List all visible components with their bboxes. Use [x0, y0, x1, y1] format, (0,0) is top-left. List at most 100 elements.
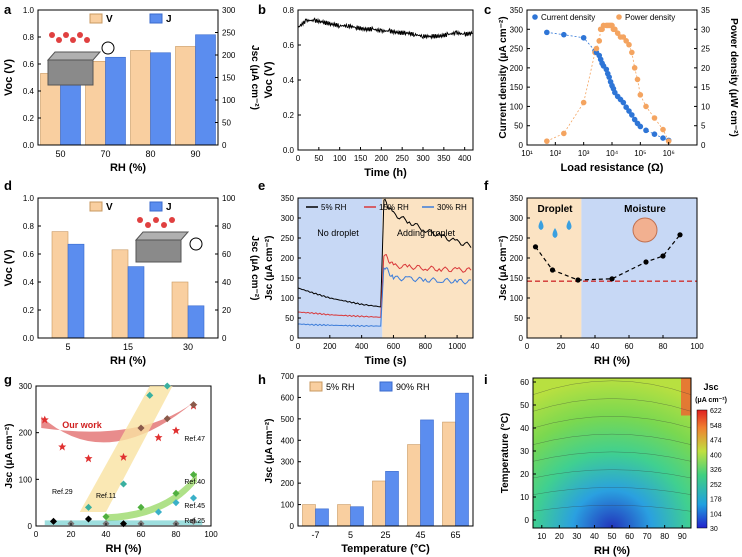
- x-tick-label: 10¹: [521, 149, 533, 158]
- y-tick-label: 30: [701, 25, 710, 34]
- x-tick-label: 45: [415, 530, 425, 540]
- contour-line: [532, 469, 692, 479]
- y-tick-label: 0: [222, 334, 227, 343]
- x-tick-label: 0: [296, 154, 301, 163]
- legend-swatch: [89, 13, 103, 24]
- y-tick-label: 0: [290, 522, 295, 531]
- x-tick-label: 80: [145, 149, 155, 159]
- y-tick-label: 0.4: [23, 278, 35, 287]
- series-label: Our work: [62, 420, 103, 430]
- rh5-bar: [337, 504, 351, 527]
- ref-marker: [146, 391, 154, 399]
- rh90-bar: [455, 392, 469, 527]
- y-tick-label: 300: [510, 214, 524, 223]
- series-label: Ref.29: [52, 489, 73, 496]
- y-axis-label: Temperature (°C): [500, 413, 511, 494]
- current-density-point: [660, 135, 666, 141]
- x-tick-label: 80: [172, 530, 181, 539]
- y-tick-label: 700: [281, 372, 295, 381]
- y-tick-label: 250: [510, 45, 524, 54]
- jsc-bar: [195, 34, 216, 146]
- ref-marker: [102, 513, 110, 521]
- our-work-marker: [58, 442, 67, 451]
- current-density-point: [603, 66, 610, 73]
- x-tick-label: 40: [590, 532, 599, 541]
- x-tick-label: 20: [557, 342, 566, 351]
- power-density-point: [629, 49, 635, 56]
- y-tick-label: 0.6: [23, 250, 35, 259]
- y-tick-label: 0.2: [283, 111, 295, 120]
- contour-line: [532, 433, 692, 445]
- y-tick-label: 60: [222, 250, 231, 259]
- y-tick-label: 200: [510, 64, 524, 73]
- ref29-band: [79, 386, 173, 512]
- series-label: Ref.11: [96, 493, 116, 500]
- x-axis-label: RH (%): [594, 545, 630, 557]
- plot-frame: [526, 197, 698, 339]
- x-tick-label: 10²: [550, 149, 562, 158]
- legend-swatch: [89, 201, 103, 212]
- y-tick-label: 10: [520, 493, 529, 502]
- x-tick-label: 0: [525, 342, 530, 351]
- power-density-point: [660, 126, 666, 133]
- jsc-bar: [127, 266, 145, 339]
- current-density-point: [580, 34, 587, 41]
- y-axis-label: Jsc (μA cm⁻²): [264, 419, 275, 484]
- legend-label: Current density: [541, 13, 595, 22]
- y-axis-label: Jsc (μA cm⁻²): [4, 424, 15, 489]
- panel-label: c: [484, 2, 491, 17]
- y-tick-label: 80: [222, 222, 231, 231]
- ref-marker: [49, 517, 58, 525]
- y-tick-label: 200: [222, 51, 236, 60]
- y-axis-label: Voc (V): [3, 249, 15, 286]
- rh90-bar: [350, 506, 364, 527]
- colorbar-tick-label: 104: [710, 511, 722, 518]
- ref-marker: [119, 480, 128, 488]
- power-density-point: [634, 76, 641, 83]
- water-molecule-icon: [56, 37, 62, 43]
- y-tick-label: 40: [222, 278, 231, 287]
- x-tick-label: 100: [690, 342, 704, 351]
- x-tick-label: 10⁶: [663, 149, 675, 158]
- panel-label: b: [258, 2, 266, 17]
- jsc-series-line: [297, 254, 472, 318]
- jsc-bar: [150, 52, 171, 146]
- x-tick-label: 25: [380, 530, 390, 540]
- current-density-point: [637, 123, 644, 130]
- legend-label: J: [166, 14, 172, 25]
- y-tick-label: 150: [510, 274, 524, 283]
- power-density-point: [561, 130, 567, 137]
- x-tick-label: 250: [395, 154, 409, 163]
- legend-label: 30% RH: [437, 203, 467, 212]
- droplet-icon: [552, 228, 558, 238]
- water-molecule-icon: [49, 32, 55, 38]
- x-tick-label: 50: [608, 532, 617, 541]
- contour-line: [532, 416, 692, 429]
- x-tick-label: 200: [375, 154, 389, 163]
- y-tick-label: 100: [19, 475, 33, 484]
- annotation-label: Adding droplet: [397, 228, 456, 238]
- x-tick-label: 70: [100, 149, 110, 159]
- current-density-point: [561, 31, 567, 38]
- y-axis-label: Voc (V): [3, 59, 15, 96]
- water-molecule-icon: [145, 222, 151, 228]
- panel-label: f: [484, 178, 489, 193]
- contour-line: [532, 380, 692, 395]
- voc-bar: [111, 249, 129, 339]
- voc-bar: [51, 231, 69, 339]
- panel-label: g: [4, 372, 12, 387]
- water-molecule-icon: [70, 37, 76, 43]
- x-tick-label: 10⁴: [606, 149, 619, 158]
- y-tick-label: 100: [281, 294, 295, 303]
- ref-marker: [84, 503, 93, 511]
- plot-frame: [297, 375, 474, 527]
- x-tick-label: 150: [354, 154, 368, 163]
- contour-line: [532, 505, 692, 512]
- x-tick-label: 20: [67, 530, 76, 539]
- y-tick-label: 250: [222, 29, 236, 38]
- y-tick-label: 300: [281, 214, 295, 223]
- jsc-point: [660, 253, 666, 259]
- power-density-point: [651, 115, 658, 121]
- y-axis-label-right: Jsc (μA cm⁻²): [249, 45, 260, 110]
- jsc-point: [677, 232, 683, 238]
